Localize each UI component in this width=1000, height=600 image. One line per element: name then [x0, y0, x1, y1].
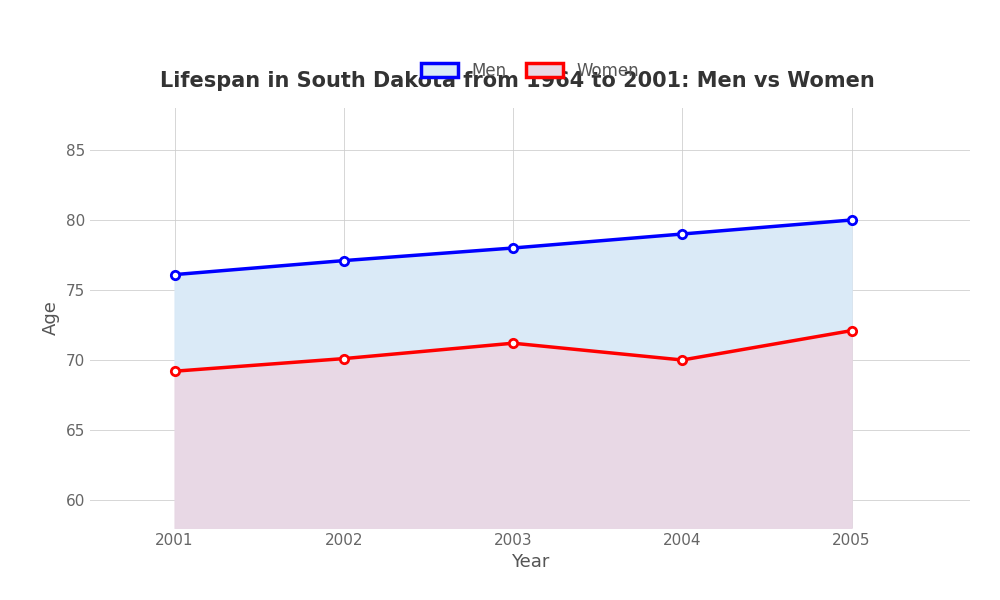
Legend: Men, Women: Men, Women: [421, 62, 639, 80]
Text: Lifespan in South Dakota from 1964 to 2001: Men vs Women: Lifespan in South Dakota from 1964 to 20…: [160, 71, 875, 91]
X-axis label: Year: Year: [511, 553, 549, 571]
Y-axis label: Age: Age: [42, 301, 60, 335]
